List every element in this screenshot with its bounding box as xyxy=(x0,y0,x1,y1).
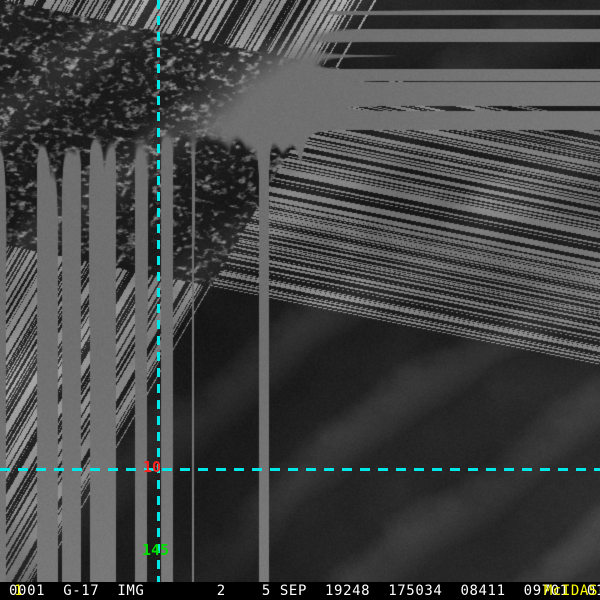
status-bar-text: 0001 G-17 IMG 2 5 SEP 19248 175034 08411… xyxy=(0,583,600,599)
mcidas-brand-label: McIDAS xyxy=(543,583,598,599)
satellite-image-view[interactable] xyxy=(0,0,600,582)
frame-number-label: 1 xyxy=(14,583,24,599)
satellite-image-canvas[interactable] xyxy=(0,0,600,582)
status-bar: 0001 G-17 IMG 2 5 SEP 19248 175034 08411… xyxy=(0,582,600,600)
